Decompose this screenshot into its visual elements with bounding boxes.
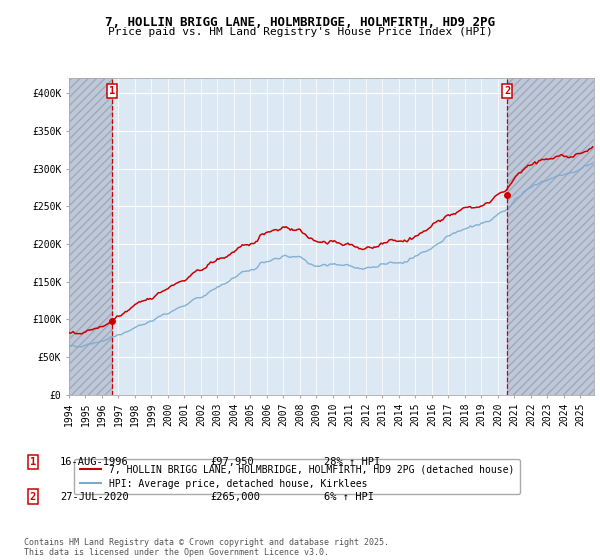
Text: Price paid vs. HM Land Registry's House Price Index (HPI): Price paid vs. HM Land Registry's House …: [107, 27, 493, 37]
Text: 1: 1: [109, 86, 115, 96]
Legend: 7, HOLLIN BRIGG LANE, HOLMBRIDGE, HOLMFIRTH, HD9 2PG (detached house), HPI: Aver: 7, HOLLIN BRIGG LANE, HOLMBRIDGE, HOLMFI…: [74, 459, 520, 494]
Text: 6% ↑ HPI: 6% ↑ HPI: [324, 492, 374, 502]
Text: 28% ↑ HPI: 28% ↑ HPI: [324, 457, 380, 467]
Bar: [507, 78, 594, 395]
Text: £265,000: £265,000: [210, 492, 260, 502]
Text: 16-AUG-1996: 16-AUG-1996: [60, 457, 129, 467]
Text: 2: 2: [504, 86, 511, 96]
Text: Contains HM Land Registry data © Crown copyright and database right 2025.
This d: Contains HM Land Registry data © Crown c…: [24, 538, 389, 557]
Text: 27-JUL-2020: 27-JUL-2020: [60, 492, 129, 502]
Text: 7, HOLLIN BRIGG LANE, HOLMBRIDGE, HOLMFIRTH, HD9 2PG: 7, HOLLIN BRIGG LANE, HOLMBRIDGE, HOLMFI…: [105, 16, 495, 29]
Text: £97,950: £97,950: [210, 457, 254, 467]
Text: 2: 2: [30, 492, 36, 502]
Bar: [69, 78, 112, 395]
Text: 1: 1: [30, 457, 36, 467]
